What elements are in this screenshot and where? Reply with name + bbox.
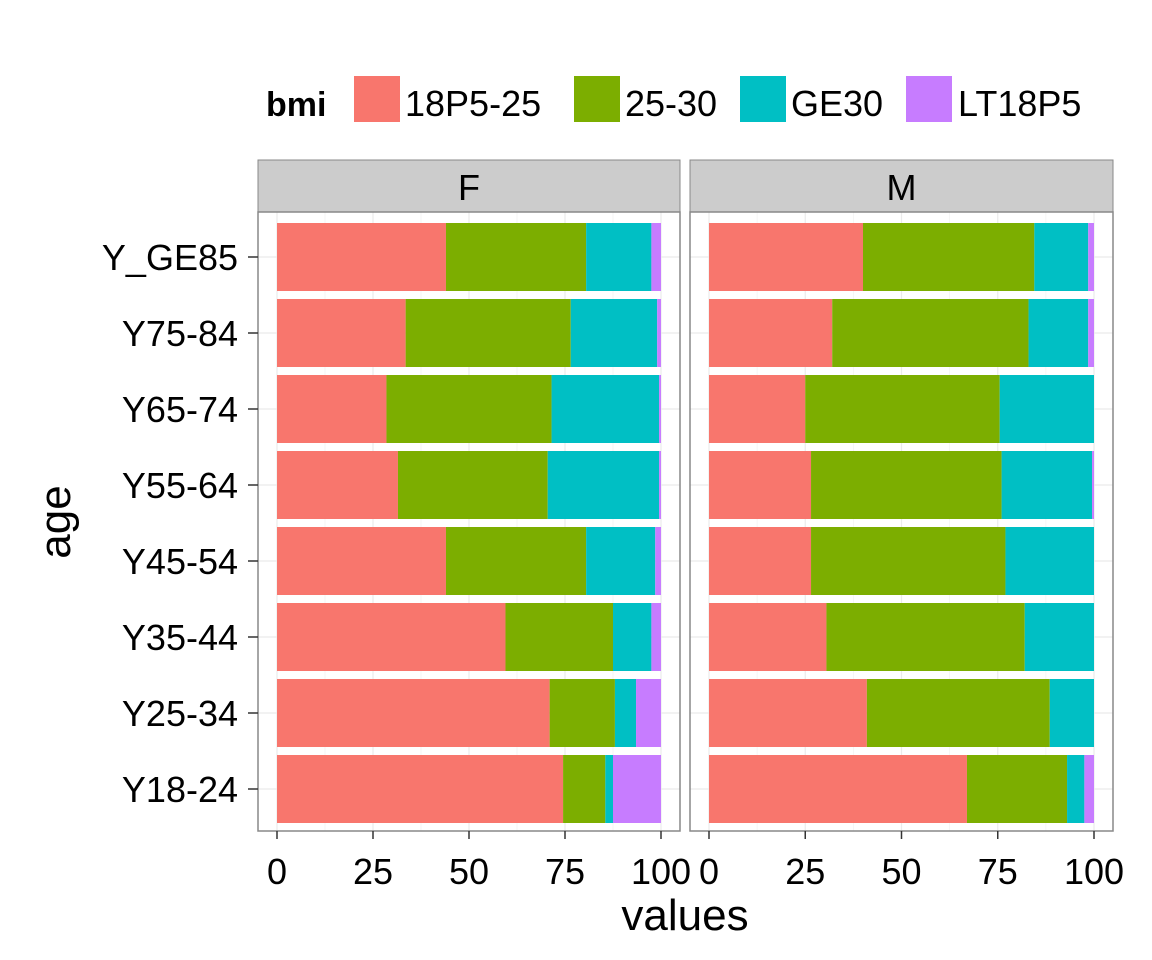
legend-swatch-1	[574, 76, 620, 122]
bar-f-y_ge85-ge30	[586, 223, 652, 291]
legend-label-2: GE30	[791, 83, 883, 124]
legend-swatch-0	[354, 76, 400, 122]
legend: bmi 18P5-25 25-30 GE30 LT18P5	[266, 76, 1081, 124]
bar-m-y35-44-25-30	[826, 603, 1025, 671]
bar-f-y18-24-ge30	[605, 755, 613, 823]
legend-title: bmi	[266, 86, 326, 124]
y-tick-label: Y55-64	[122, 465, 238, 506]
bar-m-y25-34-ge30	[1049, 679, 1094, 747]
y-tick-label: Y75-84	[122, 313, 238, 354]
bar-f-y55-64-lt18p5	[659, 451, 661, 519]
bar-f-y65-74-18p5-25	[277, 375, 387, 443]
bar-m-y18-24-lt18p5	[1084, 755, 1094, 823]
x-tick-label: 25	[785, 851, 825, 892]
bar-m-y18-24-ge30	[1067, 755, 1085, 823]
bar-m-y75-84-25-30	[832, 299, 1029, 367]
legend-label-3: LT18P5	[958, 83, 1081, 124]
x-tick-label: 100	[631, 851, 691, 892]
facet-strip	[689, 159, 1114, 213]
bar-f-y75-84-lt18p5	[657, 299, 661, 367]
bar-m-y55-64-18p5-25	[709, 451, 812, 519]
legend-swatch-3	[906, 76, 952, 122]
bar-m-y75-84-18p5-25	[709, 299, 833, 367]
bar-f-y18-24-18p5-25	[277, 755, 564, 823]
y-tick-label: Y25-34	[122, 693, 238, 734]
bar-m-y75-84-lt18p5	[1088, 299, 1094, 367]
bar-f-y35-44-25-30	[505, 603, 613, 671]
bar-m-y_ge85-ge30	[1034, 223, 1089, 291]
bar-f-y45-54-18p5-25	[277, 527, 446, 595]
bar-f-y35-44-ge30	[613, 603, 652, 671]
x-tick-label: 50	[449, 851, 489, 892]
bar-f-y25-34-18p5-25	[277, 679, 550, 747]
bar-f-y35-44-18p5-25	[277, 603, 506, 671]
bar-f-y18-24-lt18p5	[613, 755, 661, 823]
bar-m-y55-64-ge30	[1001, 451, 1093, 519]
bar-f-y25-34-lt18p5	[636, 679, 661, 747]
x-tick-label: 0	[699, 851, 719, 892]
bar-m-y55-64-25-30	[811, 451, 1002, 519]
facet-strip	[257, 159, 681, 213]
bar-f-y35-44-lt18p5	[651, 603, 661, 671]
bar-f-y25-34-25-30	[549, 679, 615, 747]
x-tick-label: 75	[545, 851, 585, 892]
bar-m-y35-44-18p5-25	[709, 603, 827, 671]
bar-f-y55-64-ge30	[547, 451, 660, 519]
bar-m-y45-54-18p5-25	[709, 527, 812, 595]
legend-swatch-2	[740, 76, 786, 122]
x-tick-label: 75	[978, 851, 1018, 892]
facet-strip-label: M	[887, 167, 917, 208]
bar-m-y18-24-25-30	[966, 755, 1068, 823]
bar-m-y18-24-18p5-25	[709, 755, 967, 823]
bar-f-y_ge85-18p5-25	[277, 223, 446, 291]
bar-m-y65-74-18p5-25	[709, 375, 806, 443]
y-tick-label: Y_GE85	[102, 237, 238, 278]
bar-f-y45-54-ge30	[586, 527, 656, 595]
bar-f-y75-84-18p5-25	[277, 299, 406, 367]
bar-m-y65-74-25-30	[805, 375, 1000, 443]
x-axis-title: values	[621, 891, 748, 940]
bar-f-y65-74-ge30	[551, 375, 660, 443]
y-tick-label: Y18-24	[122, 769, 238, 810]
y-axis-title: age	[31, 485, 80, 558]
bar-f-y75-84-ge30	[570, 299, 658, 367]
bar-m-y65-74-ge30	[999, 375, 1094, 443]
facet-panel-m: M 0 25 50 75 100	[689, 159, 1124, 892]
bar-m-y_ge85-25-30	[863, 223, 1035, 291]
legend-label-1: 25-30	[625, 83, 717, 124]
facet-panel-f: F 0 25 50 75 100	[257, 159, 691, 892]
facet-strip-label: F	[458, 167, 480, 208]
y-tick-label: Y45-54	[122, 541, 238, 582]
bar-f-y18-24-25-30	[563, 755, 606, 823]
bar-f-y65-74-lt18p5	[659, 375, 661, 443]
bar-f-y_ge85-25-30	[445, 223, 587, 291]
x-tick-label: 100	[1064, 851, 1124, 892]
bar-f-y55-64-25-30	[397, 451, 548, 519]
bar-f-y45-54-25-30	[445, 527, 587, 595]
x-tick-label: 25	[353, 851, 393, 892]
y-tick-label: Y35-44	[122, 617, 238, 658]
bar-m-y45-54-ge30	[1005, 527, 1094, 595]
bar-m-y_ge85-18p5-25	[709, 223, 863, 291]
x-tick-label: 50	[881, 851, 921, 892]
bar-m-y75-84-ge30	[1028, 299, 1089, 367]
bar-f-y45-54-lt18p5	[655, 527, 661, 595]
bar-m-y45-54-25-30	[811, 527, 1006, 595]
bar-m-y55-64-lt18p5	[1092, 451, 1094, 519]
bar-m-y25-34-18p5-25	[709, 679, 867, 747]
bar-m-y_ge85-lt18p5	[1088, 223, 1094, 291]
bar-m-y35-44-ge30	[1024, 603, 1094, 671]
legend-label-0: 18P5-25	[405, 83, 541, 124]
bar-m-y25-34-25-30	[866, 679, 1050, 747]
bar-f-y_ge85-lt18p5	[651, 223, 661, 291]
bar-f-y25-34-ge30	[614, 679, 637, 747]
y-tick-label: Y65-74	[122, 389, 238, 430]
x-tick-label: 0	[267, 851, 287, 892]
bar-f-y65-74-25-30	[386, 375, 552, 443]
bar-f-y75-84-25-30	[405, 299, 571, 367]
bar-f-y55-64-18p5-25	[277, 451, 398, 519]
